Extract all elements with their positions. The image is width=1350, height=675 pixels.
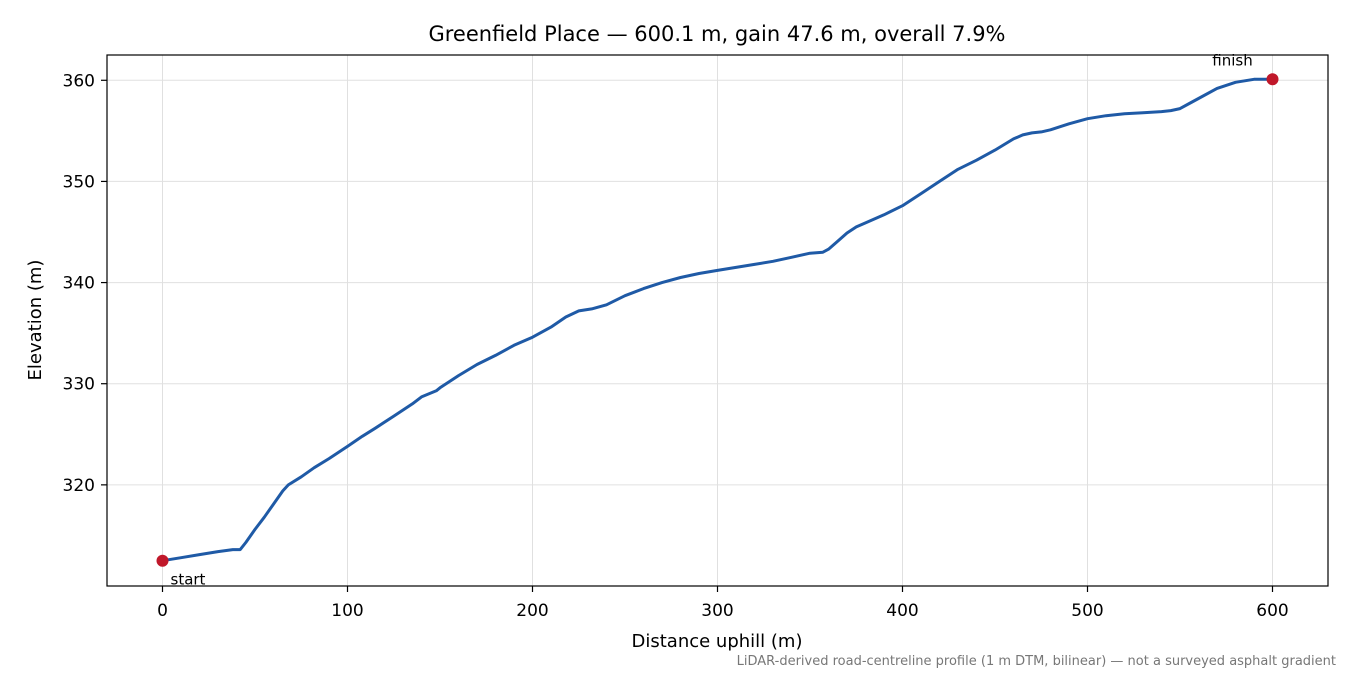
elevation-series-line	[161, 77, 1274, 563]
x-tick-label: 300	[701, 601, 733, 621]
x-tick-label: 200	[516, 601, 548, 621]
y-tick-label: 340	[63, 274, 95, 294]
x-tick-label: 100	[331, 601, 363, 621]
x-tick-label: 500	[1071, 601, 1103, 621]
y-tick-label: 320	[63, 476, 95, 496]
start-marker	[156, 554, 169, 567]
y-tick-label: 360	[63, 71, 95, 91]
finish-annotation: finish	[1212, 51, 1252, 69]
y-tick-label: 330	[63, 375, 95, 395]
x-axis: 0 100 200 300 400 500 600	[157, 586, 1289, 621]
x-axis-label: Distance uphill (m)	[632, 631, 803, 652]
x-tick-label: 600	[1256, 601, 1288, 621]
grid	[107, 55, 1328, 586]
start-annotation: start	[171, 571, 206, 589]
y-axis: 320 330 340 350 360	[63, 71, 107, 496]
x-tick-label: 400	[886, 601, 918, 621]
x-tick-label: 0	[157, 601, 168, 621]
footnote: LiDAR-derived road-centreline profile (1…	[737, 654, 1336, 669]
y-axis-label: Elevation (m)	[25, 260, 46, 381]
chart-title: Greenfield Place — 600.1 m, gain 47.6 m,…	[428, 22, 1005, 46]
y-tick-label: 350	[63, 172, 95, 192]
finish-marker	[1266, 73, 1279, 86]
